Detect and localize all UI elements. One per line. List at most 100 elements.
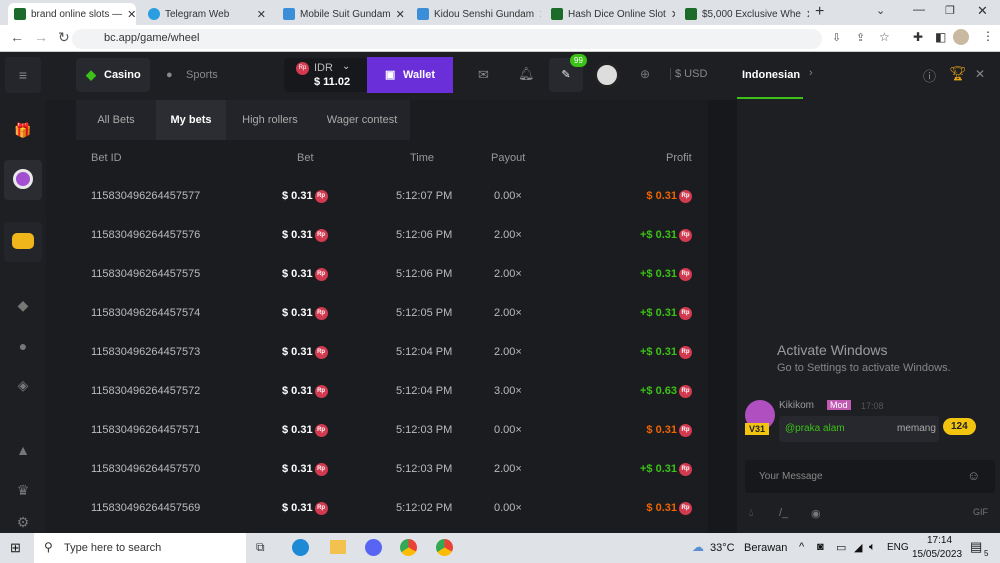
unread-count-badge[interactable]: 124 [943, 418, 976, 435]
close-tab-icon[interactable]: ✕ [539, 8, 541, 21]
bet-id[interactable]: 115830496264457577 [91, 190, 201, 202]
sidepanel-icon[interactable]: ◧ [935, 30, 947, 44]
currency-selector[interactable]: Rp IDR ⌄ $ 11.02 [284, 58, 368, 92]
file-explorer-icon[interactable] [330, 540, 346, 554]
battery-icon[interactable]: ▭ [836, 542, 847, 554]
casino-tab[interactable]: ◆ Casino [76, 58, 150, 92]
ticket-icon[interactable]: ◈ [17, 377, 29, 393]
chrome-icon[interactable] [400, 539, 417, 556]
tab-all-bets[interactable]: All Bets [97, 114, 135, 126]
sports-ball-icon[interactable]: ● [18, 338, 28, 354]
info-icon[interactable]: ⓘ [923, 69, 937, 84]
coins-icon[interactable] [4, 222, 42, 262]
close-tab-icon[interactable]: ✕ [806, 8, 809, 21]
task-view-icon[interactable]: ⧉ [256, 540, 265, 554]
bet-id[interactable]: 115830496264457576 [91, 229, 201, 241]
extensions-icon[interactable]: ✚ [913, 30, 924, 44]
table-row[interactable]: 115830496264457569 $ 0.31 Rp 5:12:02 PM 0… [46, 489, 708, 528]
bell-icon[interactable]: 🔔︎ [518, 66, 535, 81]
user-avatar[interactable] [594, 62, 620, 88]
bet-id[interactable]: 115830496264457570 [91, 463, 201, 475]
minimize-button[interactable]: — [913, 2, 925, 16]
chat-language-tab[interactable]: Indonesian [737, 52, 803, 99]
chart-icon[interactable]: ▲ [16, 442, 30, 458]
language-indicator[interactable]: ENG [887, 542, 909, 553]
chrome-icon[interactable] [436, 539, 453, 556]
close-chat-icon[interactable]: ✕ [975, 67, 986, 81]
close-tab-icon[interactable]: ✕ [395, 8, 405, 21]
browser-tab[interactable]: Kidou Senshi Gundam✕ [411, 3, 541, 25]
browser-tab[interactable]: $5,000 Exclusive Whe✕ [679, 3, 809, 25]
bet-id[interactable]: 115830496264457574 [91, 307, 201, 319]
mail-icon[interactable]: ✉ [478, 67, 489, 82]
globe-icon[interactable]: ⊕ [640, 67, 651, 81]
edge-icon[interactable] [292, 539, 309, 556]
browser-tab[interactable]: Hash Dice Online Slot✕ [545, 3, 675, 25]
bookmark-star-icon[interactable]: ☆ [879, 30, 890, 44]
reload-icon[interactable]: ↻ [58, 29, 70, 45]
bet-id[interactable]: 115830496264457572 [91, 385, 201, 397]
tab-high-rollers[interactable]: High rollers [242, 114, 298, 126]
restore-button[interactable]: ❐ [945, 5, 955, 17]
command-icon[interactable]: /_ [779, 507, 789, 519]
chevron-right-icon[interactable]: › [809, 67, 813, 79]
tray-chevron-icon[interactable]: ^ [799, 541, 805, 553]
tab-wager-contest[interactable]: Wager contest [326, 114, 398, 126]
url-field[interactable]: bc.app/game/wheel [72, 29, 822, 49]
install-icon[interactable]: ⇩ [832, 32, 842, 44]
forward-icon[interactable]: → [34, 29, 48, 45]
diamond-icon[interactable]: ◆ [17, 297, 29, 313]
volume-icon[interactable]: 🔈︎ [869, 541, 876, 553]
table-row[interactable]: 115830496264457573 $ 0.31 Rp 5:12:04 PM 2… [46, 333, 708, 372]
table-row[interactable]: 115830496264457572 $ 0.31 Rp 5:12:04 PM 3… [46, 372, 708, 411]
crown-icon[interactable]: ♛ [16, 482, 30, 498]
table-row[interactable]: 115830496264457575 $ 0.31 Rp 5:12:06 PM 2… [46, 255, 708, 294]
gif-icon[interactable]: GIF [973, 507, 988, 517]
chat-username[interactable]: Kikikom [779, 400, 815, 411]
coin-drop-icon[interactable]: ◉ [811, 508, 821, 520]
wheel-game-icon[interactable] [4, 160, 42, 200]
back-icon[interactable]: ← [10, 29, 24, 45]
tab-my-bets[interactable]: My bets [156, 100, 226, 140]
rain-icon[interactable]: 💧︎ [749, 507, 754, 519]
table-row[interactable]: 115830496264457577 $ 0.31 Rp 5:12:07 PM 0… [46, 177, 708, 216]
table-row[interactable]: 115830496264457574 $ 0.31 Rp 5:12:05 PM 2… [46, 294, 708, 333]
discord-icon[interactable] [365, 539, 382, 556]
network-icon[interactable]: ◢ [854, 542, 863, 554]
close-tab-icon[interactable]: ✕ [671, 8, 675, 21]
settings-icon[interactable]: ⚙ [16, 514, 30, 530]
hamburger-menu-icon[interactable]: ≡ [5, 57, 41, 93]
meet-icon[interactable]: ◙ [817, 541, 824, 553]
bet-id[interactable]: 115830496264457573 [91, 346, 201, 358]
clock-date[interactable]: 15/05/2023 [912, 549, 963, 560]
close-tab-icon[interactable]: ✕ [127, 8, 136, 21]
chat-message-input[interactable]: Your Message ☺ [745, 460, 995, 493]
table-row[interactable]: 115830496264457576 $ 0.31 Rp 5:12:06 PM 2… [46, 216, 708, 255]
fiat-selector[interactable]: $ USD [670, 68, 707, 80]
table-row[interactable]: 115830496264457571 $ 0.31 Rp 5:12:03 PM 0… [46, 411, 708, 450]
close-tab-icon[interactable]: ✕ [256, 8, 266, 21]
notifications-icon[interactable]: ▤ [970, 539, 983, 554]
menu-icon[interactable]: ⋮ [982, 29, 994, 43]
tab-search-icon[interactable]: ⌄ [876, 5, 886, 17]
browser-tab[interactable]: Mobile Suit Gundam ✕ [277, 3, 407, 25]
browser-tab[interactable]: Telegram Web ✕ [142, 3, 272, 25]
trophy-icon[interactable]: 🏆︎ [949, 65, 967, 81]
sports-tab[interactable]: ● Sports [166, 58, 218, 92]
browser-tab[interactable]: brand online slots — ✕ [8, 3, 136, 25]
gift-icon[interactable]: 🎁 [14, 122, 32, 138]
bet-id[interactable]: 115830496264457575 [91, 268, 201, 280]
emoji-icon[interactable]: ☺ [967, 468, 981, 483]
bet-id[interactable]: 115830496264457569 [91, 502, 201, 514]
table-row[interactable]: 115830496264457570 $ 0.31 Rp 5:12:03 PM 2… [46, 450, 708, 489]
bet-id[interactable]: 115830496264457571 [91, 424, 201, 436]
wallet-button[interactable]: ▣ Wallet [367, 57, 453, 93]
close-window-button[interactable]: ✕ [977, 3, 988, 18]
share-icon[interactable]: ⇪ [856, 32, 866, 44]
windows-start-icon[interactable]: ⊞ [10, 540, 21, 555]
weather-icon[interactable]: ☁ [692, 540, 704, 554]
new-tab-button[interactable]: + [815, 3, 825, 20]
profile-avatar[interactable] [953, 29, 969, 45]
taskbar-search[interactable]: ⚲ Type here to search [34, 533, 246, 563]
clock-time[interactable]: 17:14 [927, 535, 953, 546]
